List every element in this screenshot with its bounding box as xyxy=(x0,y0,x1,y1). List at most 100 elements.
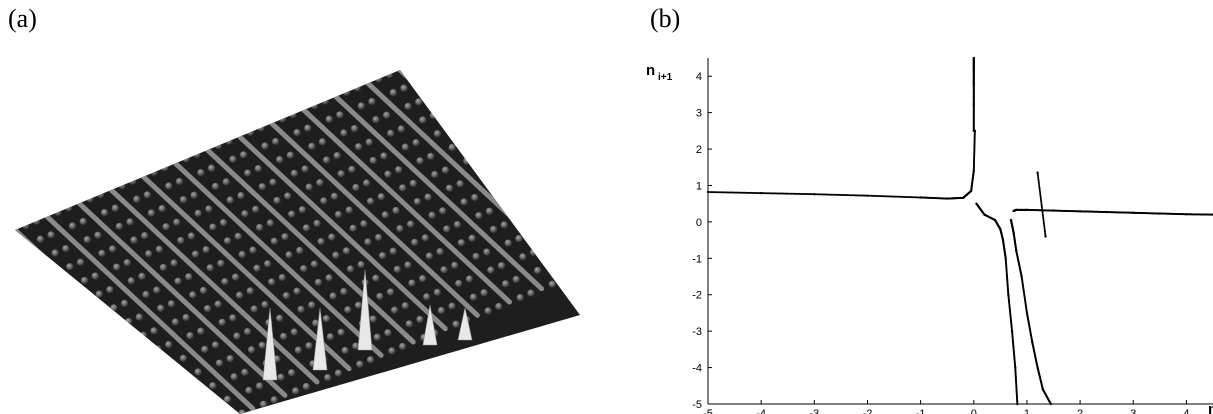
surface-bump xyxy=(520,153,528,161)
surface-bump xyxy=(143,191,151,199)
surface-bump xyxy=(329,292,337,300)
scatter-point xyxy=(1037,181,1040,184)
surface-bump xyxy=(266,219,274,227)
surface-bump xyxy=(308,301,316,309)
return-map-plot: n i+1 n -5 -4 -3 -2 -1 0 1 2 3 4 -5 -4 -3 -2 -1 0 1 2 3 4 xyxy=(646,56,1213,414)
surface-bump xyxy=(483,248,491,256)
surface-bump xyxy=(405,320,413,328)
surface-bump xyxy=(138,272,146,280)
surface-bump xyxy=(62,244,70,253)
surface-bump xyxy=(344,306,352,314)
surface-bump xyxy=(559,276,567,284)
surface-ridge xyxy=(44,214,256,412)
surface-bump xyxy=(409,179,417,187)
surface-bump xyxy=(416,315,424,323)
y-tick-label: 1 xyxy=(696,180,702,192)
scatter-point xyxy=(1043,225,1046,228)
surface-bump xyxy=(535,167,543,175)
surface-bump xyxy=(263,260,272,268)
surface-bump xyxy=(173,218,181,226)
surface-bump xyxy=(135,313,143,321)
surface-bump xyxy=(206,264,214,272)
surface-bump xyxy=(439,207,447,215)
surface-bump xyxy=(189,291,197,299)
surface-bump xyxy=(473,153,482,161)
surface-bump xyxy=(384,170,392,178)
x-tick-label: -3 xyxy=(809,408,819,414)
surface-bump xyxy=(238,409,246,414)
surface-bump xyxy=(292,387,300,395)
surface-bump xyxy=(167,300,175,308)
surface-bump xyxy=(579,208,580,216)
x-tick-label: -4 xyxy=(756,408,766,414)
surface-bump xyxy=(203,305,212,313)
surface-bump xyxy=(356,360,364,368)
surface-bump xyxy=(290,169,298,177)
surface-bump xyxy=(443,225,451,233)
surface-bump xyxy=(247,346,256,354)
surface-bump xyxy=(211,182,220,190)
surface-bump xyxy=(336,111,344,119)
surface-bump xyxy=(139,331,147,339)
surface-bump xyxy=(270,237,278,245)
surface-bump xyxy=(562,235,570,243)
surface-bump xyxy=(155,245,163,253)
scatter-point xyxy=(972,56,975,60)
surface-bump xyxy=(317,237,325,246)
surface-bump xyxy=(448,143,456,152)
surface-bump xyxy=(350,124,359,133)
surface-bump xyxy=(487,266,495,274)
surface-bump xyxy=(566,253,574,261)
surface-bump xyxy=(353,84,361,92)
surface-bump xyxy=(321,97,329,105)
scatter-point xyxy=(1042,216,1045,219)
scatter-point xyxy=(1038,184,1041,187)
surface-bump xyxy=(120,299,129,307)
surface-bump xyxy=(108,245,117,253)
surface-bump xyxy=(68,222,77,230)
surface-bump xyxy=(179,354,187,362)
scatter-point xyxy=(1041,214,1044,217)
surface-bump xyxy=(401,302,409,310)
surface-bump xyxy=(468,234,476,242)
surface-bump xyxy=(278,115,286,123)
surface-bump xyxy=(404,261,412,269)
surface-peak xyxy=(422,304,438,346)
surface-bump xyxy=(207,164,216,172)
surface-bump xyxy=(372,116,380,124)
surface-bump xyxy=(205,205,213,213)
surface-bump xyxy=(373,333,381,341)
surface-bump xyxy=(325,274,333,282)
surface-bump xyxy=(423,293,431,301)
surface-bump xyxy=(413,197,421,206)
surface-bump xyxy=(320,197,328,205)
surface-bump xyxy=(357,102,365,110)
surface-bump xyxy=(47,231,55,239)
y-tick-label: -2 xyxy=(692,290,702,302)
surface-bump xyxy=(191,250,200,258)
surface-bump xyxy=(209,382,217,390)
surface-bump xyxy=(411,238,419,246)
surface-bump xyxy=(269,178,277,186)
surface-bump xyxy=(395,166,403,174)
surface-bump xyxy=(305,342,313,350)
surface-bump xyxy=(389,247,397,255)
surface-bump xyxy=(445,184,454,192)
surface-bump xyxy=(231,273,240,281)
surface-bump xyxy=(383,111,391,119)
surface-bump xyxy=(437,306,445,315)
surface-bump xyxy=(199,286,208,295)
surface-bump xyxy=(362,179,371,187)
surface-bump xyxy=(282,292,290,300)
surface-bump xyxy=(186,332,194,340)
surface-bump xyxy=(519,253,527,261)
y-tick-label: 0 xyxy=(696,217,702,229)
surface-bump xyxy=(298,206,306,214)
surface-bump xyxy=(366,197,375,205)
x-tick-label: 2 xyxy=(1077,408,1083,414)
surface-bump xyxy=(419,116,427,124)
surface-bump xyxy=(396,225,404,233)
surface-bump xyxy=(249,246,257,254)
surface-bump xyxy=(194,368,202,376)
surface-bump xyxy=(285,251,293,259)
